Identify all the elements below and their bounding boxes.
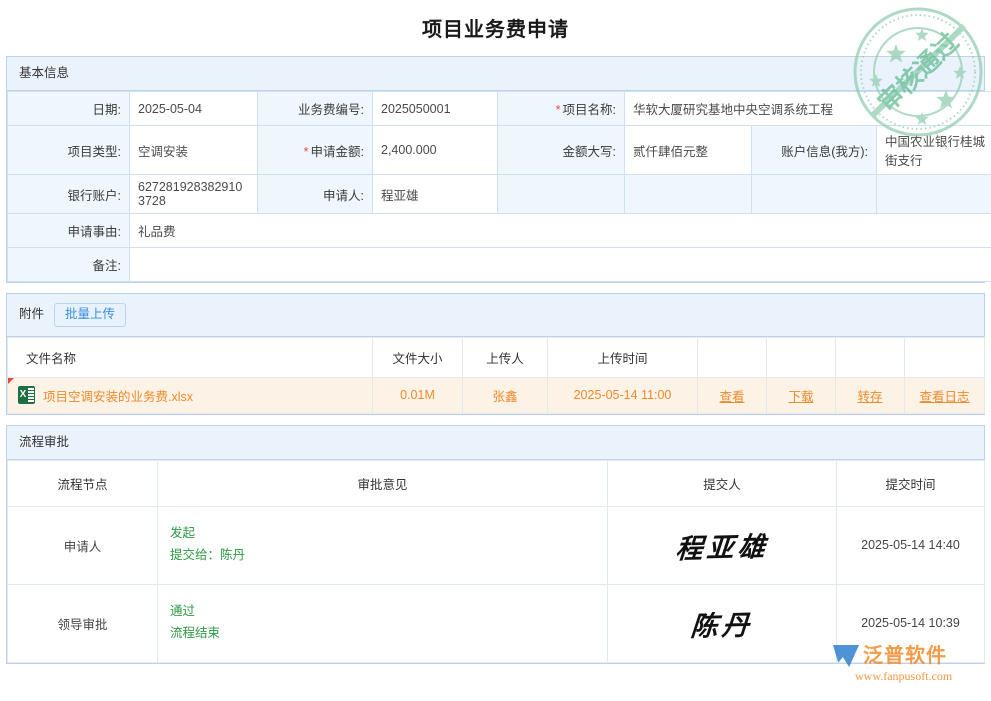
column-flow-time: 提交时间 [836, 459, 985, 507]
attachment-table: 文件名称 文件大小 上传人 上传时间 项目空调安装的业务费.xlsx 0.01M [7, 336, 985, 414]
cell-file-size: 0.01M [372, 376, 463, 414]
label-reason: 申请事由: [7, 213, 130, 248]
column-upload-time: 上传时间 [547, 336, 698, 378]
cell-flow-signature: 陈丹 [607, 583, 837, 663]
opinion-line-1: 通过 [170, 604, 196, 619]
cell-action-view[interactable]: 查看 [697, 376, 767, 414]
excel-file-icon [18, 386, 35, 405]
value-amount-words[interactable]: 贰仟肆佰元整 [624, 125, 752, 175]
cell-action-log[interactable]: 查看日志 [904, 376, 985, 414]
value-apply-amount[interactable]: 2,400.000 [372, 125, 498, 175]
table-row: 项目空调安装的业务费.xlsx 0.01M 张鑫 2025-05-14 11:0… [7, 376, 985, 414]
column-action-2 [766, 336, 836, 378]
cell-action-save[interactable]: 转存 [835, 376, 905, 414]
empty-cell [497, 174, 625, 214]
cell-flow-time: 2025-05-14 14:40 [836, 505, 985, 585]
cell-flow-opinion: 发起 提交给：陈丹 [157, 505, 608, 585]
opinion-line-2: 流程结束 [170, 626, 221, 641]
row-flag-icon [8, 377, 14, 384]
basic-info-panel: 基本信息 日期: 2025-05-04 业务费编号: 2025050001 * 项… [6, 56, 991, 283]
attachment-header: 附件 批量上传 [7, 294, 984, 337]
flow-approval-table: 流程节点 审批意见 提交人 提交时间 申请人 发起 提交给：陈丹 程亚雄 202… [7, 459, 985, 663]
basic-info-title: 基本信息 [19, 66, 70, 80]
value-date[interactable]: 2025-05-04 [129, 91, 258, 126]
value-project-name[interactable]: 华软大厦研究基地中央空调系统工程 [623, 91, 991, 126]
cell-flow-signature: 程亚雄 [607, 505, 837, 585]
label-applicant: 申请人: [257, 174, 373, 214]
cell-uploader: 张鑫 [462, 376, 548, 414]
opinion-line-2: 提交给：陈丹 [170, 548, 246, 563]
value-reason[interactable]: 礼品费 [128, 213, 991, 248]
signature-image: 陈丹 [689, 609, 755, 643]
flow-approval-panel: 流程审批 流程节点 审批意见 提交人 提交时间 申请人 发起 提交给：陈丹 程亚 [6, 424, 985, 664]
label-remark: 备注: [7, 247, 130, 282]
table-row: 申请人 发起 提交给：陈丹 程亚雄 2025-05-14 14:40 [7, 505, 985, 585]
cell-flow-node: 领导审批 [7, 583, 158, 663]
label-fee-no: 业务费编号: [257, 91, 373, 126]
batch-upload-button[interactable]: 批量上传 [54, 303, 127, 327]
download-link[interactable]: 下载 [788, 389, 814, 404]
column-action-1 [697, 336, 767, 378]
flow-approval-title: 流程审批 [19, 434, 70, 449]
table-row: 银行账户: 6272819283829103728 申请人: 程亚雄 [7, 174, 991, 214]
column-uploader: 上传人 [462, 336, 548, 378]
opinion-line-1: 发起 [170, 526, 196, 541]
table-row: 日期: 2025-05-04 业务费编号: 2025050001 * 项目名称: … [7, 91, 991, 126]
page-title: 项目业务费申请 [422, 19, 569, 41]
empty-cell [751, 174, 877, 214]
brand-url: www.fanpusoft.com [855, 669, 953, 683]
label-date: 日期: [7, 91, 130, 126]
empty-cell [875, 174, 991, 214]
table-row: 备注: [7, 247, 991, 282]
flow-approval-header: 流程审批 [7, 425, 984, 460]
label-amount-words: 金额大写: [497, 125, 625, 175]
value-project-type[interactable]: 空调安装 [129, 125, 258, 175]
attachment-panel: 附件 批量上传 文件名称 文件大小 上传人 上传时间 [6, 293, 985, 415]
value-fee-no[interactable]: 2025050001 [372, 91, 498, 126]
column-flow-node: 流程节点 [7, 459, 158, 507]
transfer-save-link[interactable]: 转存 [857, 389, 883, 404]
required-mark-icon: * [303, 144, 309, 159]
cell-flow-node: 申请人 [7, 505, 158, 585]
file-name-text: 项目空调安装的业务费.xlsx [43, 389, 194, 404]
empty-cell [624, 174, 752, 214]
basic-info-header: 基本信息 [7, 57, 984, 91]
attachment-title: 附件 [19, 307, 45, 322]
cell-flow-opinion: 通过 流程结束 [157, 583, 608, 663]
flow-header-row: 流程节点 审批意见 提交人 提交时间 [7, 459, 985, 507]
view-log-link[interactable]: 查看日志 [919, 389, 970, 404]
cell-action-download[interactable]: 下载 [766, 376, 836, 414]
cell-flow-time: 2025-05-14 10:39 [836, 583, 985, 663]
column-file-name: 文件名称 [7, 336, 373, 378]
value-remark[interactable] [128, 247, 991, 282]
value-bank-account[interactable]: 6272819283829103728 [129, 174, 258, 214]
basic-info-table: 日期: 2025-05-04 业务费编号: 2025050001 * 项目名称: … [7, 91, 991, 282]
cell-upload-time: 2025-05-14 11:00 [547, 376, 698, 414]
cell-file-name[interactable]: 项目空调安装的业务费.xlsx [7, 376, 373, 414]
column-action-3 [835, 336, 905, 378]
signature-image: 程亚雄 [673, 531, 770, 565]
table-row: 申请事由: 礼品费 [7, 213, 991, 248]
label-apply-amount: * 申请金额: [257, 125, 373, 175]
label-project-name: * 项目名称: [497, 91, 625, 126]
required-mark-icon: * [555, 103, 561, 117]
attachment-header-row: 文件名称 文件大小 上传人 上传时间 [7, 336, 985, 378]
table-row: 领导审批 通过 流程结束 陈丹 2025-05-14 10:39 [7, 583, 985, 663]
column-flow-submitter: 提交人 [607, 459, 837, 507]
view-link[interactable]: 查看 [719, 389, 745, 404]
column-flow-opinion: 审批意见 [157, 459, 608, 507]
column-action-4 [904, 336, 985, 378]
label-account-info: 账户信息(我方): [751, 125, 877, 175]
table-row: 项目类型: 空调安装 * 申请金额: 2,400.000 金额大写: 贰仟肆佰元整… [7, 125, 991, 175]
label-bank-account: 银行账户: [7, 174, 130, 214]
value-account-info[interactable]: 中国农业银行桂城街支行 [875, 125, 991, 175]
value-applicant[interactable]: 程亚雄 [372, 174, 498, 214]
label-project-type: 项目类型: [7, 125, 130, 175]
column-file-size: 文件大小 [372, 336, 463, 378]
